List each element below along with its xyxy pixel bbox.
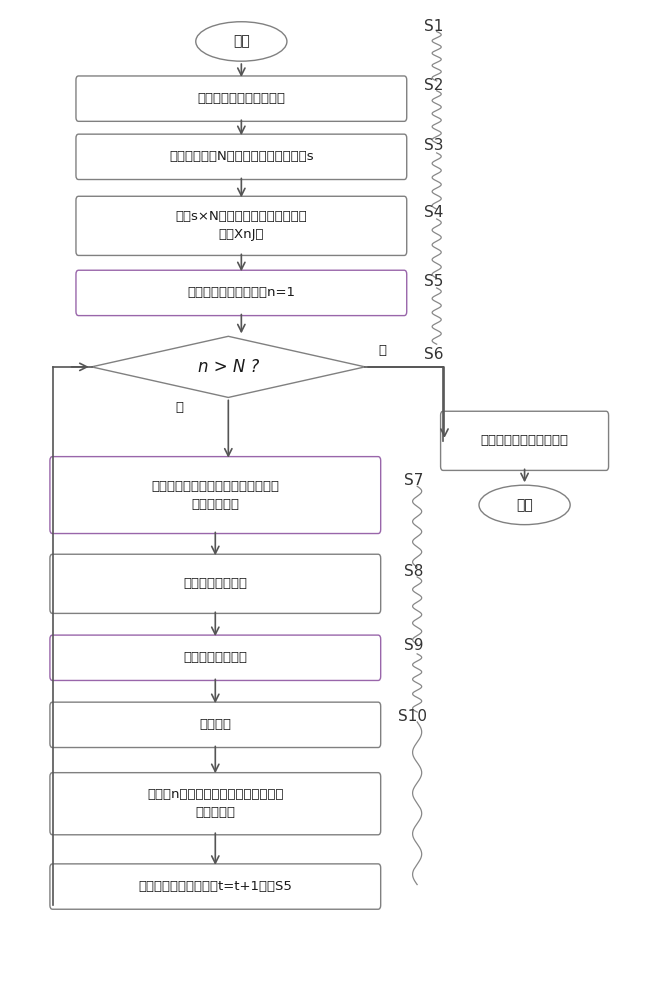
Ellipse shape: [196, 22, 287, 61]
Text: 开始: 开始: [233, 34, 250, 48]
Text: S9: S9: [404, 638, 424, 653]
Text: 进行下一轮潮流计算，t=t+1，转S5: 进行下一轮潮流计算，t=t+1，转S5: [138, 880, 292, 893]
Text: n > N ?: n > N ?: [198, 358, 259, 376]
Text: 结束: 结束: [516, 498, 533, 512]
FancyBboxPatch shape: [76, 134, 407, 180]
Polygon shape: [92, 336, 365, 397]
Text: S6: S6: [424, 347, 443, 362]
Text: 确定风电和光伏发电出力模型，确定
负荷随机模型: 确定风电和光伏发电出力模型，确定 负荷随机模型: [152, 480, 279, 511]
FancyBboxPatch shape: [50, 554, 380, 613]
Text: 输出变量的概率统计结果: 输出变量的概率统计结果: [481, 434, 569, 447]
FancyBboxPatch shape: [50, 635, 380, 680]
Text: S3: S3: [424, 137, 443, 152]
FancyBboxPatch shape: [50, 457, 380, 534]
Text: 确定采样次数N和输入随机变量的维数s: 确定采样次数N和输入随机变量的维数s: [169, 150, 314, 163]
Text: 读取电力系统的初始数据: 读取电力系统的初始数据: [198, 92, 285, 105]
Text: 生成s×N阶采样矩阵，形成点列中
第个XnJ点: 生成s×N阶采样矩阵，形成点列中 第个XnJ点: [176, 210, 307, 241]
Text: S8: S8: [404, 564, 424, 578]
Text: 记录第n组节点电压、支路功率及发电
成本等数据: 记录第n组节点电压、支路功率及发电 成本等数据: [147, 788, 283, 819]
Text: S5: S5: [424, 274, 443, 289]
FancyBboxPatch shape: [50, 773, 380, 835]
FancyBboxPatch shape: [50, 702, 380, 748]
Text: 确定潮流计算模型: 确定潮流计算模型: [184, 577, 247, 590]
Text: S4: S4: [424, 205, 443, 220]
FancyBboxPatch shape: [76, 76, 407, 121]
Text: S10: S10: [398, 709, 427, 724]
Ellipse shape: [479, 485, 570, 525]
Text: 潮流计算: 潮流计算: [200, 718, 231, 731]
FancyBboxPatch shape: [76, 196, 407, 255]
Text: S1: S1: [424, 19, 443, 34]
FancyBboxPatch shape: [76, 270, 407, 316]
Text: 否: 否: [176, 401, 184, 414]
Text: 是: 是: [378, 344, 386, 357]
Text: 将采样次数初始化：令n=1: 将采样次数初始化：令n=1: [188, 286, 295, 299]
Text: 确定最优经济模型: 确定最优经济模型: [184, 651, 247, 664]
FancyBboxPatch shape: [50, 864, 380, 909]
Text: S7: S7: [404, 473, 424, 488]
FancyBboxPatch shape: [441, 411, 608, 470]
Text: S2: S2: [424, 78, 443, 93]
